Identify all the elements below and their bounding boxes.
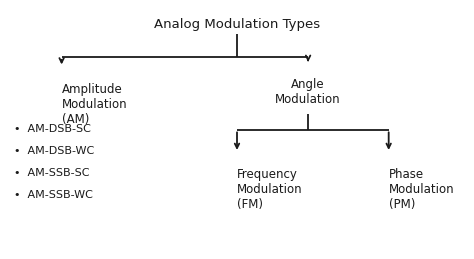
Text: •  AM-DSB-WC: • AM-DSB-WC [14, 146, 94, 156]
Text: Frequency
Modulation
(FM): Frequency Modulation (FM) [237, 168, 302, 211]
Text: Amplitude
Modulation
(AM): Amplitude Modulation (AM) [62, 83, 127, 126]
Text: •  AM-DSB-SC: • AM-DSB-SC [14, 124, 91, 134]
Text: Phase
Modulation
(PM): Phase Modulation (PM) [389, 168, 454, 211]
Text: Angle
Modulation: Angle Modulation [275, 78, 341, 106]
Text: •  AM-SSB-SC: • AM-SSB-SC [14, 168, 90, 178]
Text: Analog Modulation Types: Analog Modulation Types [154, 18, 320, 31]
Text: •  AM-SSB-WC: • AM-SSB-WC [14, 190, 93, 200]
